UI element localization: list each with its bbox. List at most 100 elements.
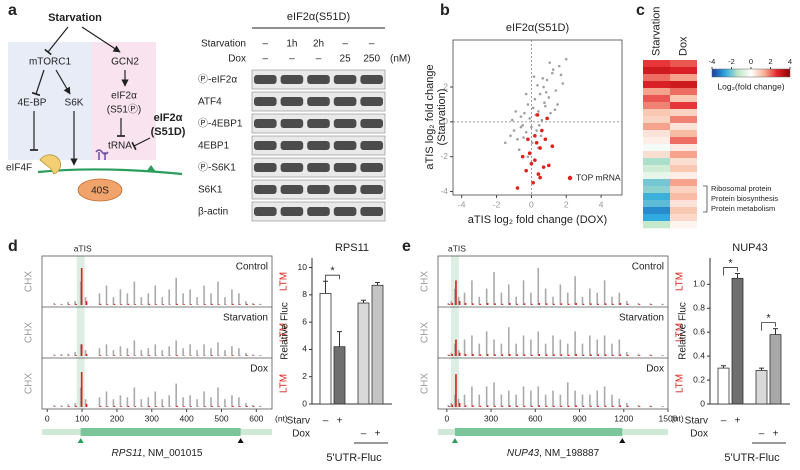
bar xyxy=(717,367,730,405)
panel-label: b xyxy=(440,2,450,19)
scatter-point xyxy=(516,137,519,141)
scatter-point xyxy=(527,151,532,156)
x-tick-label: 2 xyxy=(564,199,569,209)
significance-label: * xyxy=(728,257,733,269)
blot-band xyxy=(360,185,383,194)
annotation: Protein metabolism xyxy=(711,204,775,213)
scatter-point xyxy=(554,89,558,92)
error-bar xyxy=(773,328,778,335)
x-tick-label: 1200 xyxy=(614,413,633,423)
heatmap-cell xyxy=(670,116,697,124)
blot-band xyxy=(254,119,277,128)
error-bar xyxy=(735,273,740,279)
heatmap-cell xyxy=(643,109,670,117)
x-axis-label: aTIS log₂ fold change (DOX) xyxy=(468,214,607,226)
accession: , NM_198887 xyxy=(539,448,599,459)
error-bar xyxy=(361,299,366,304)
bar xyxy=(357,302,370,405)
x-tick-label: 600 xyxy=(249,413,263,423)
lane-label: – xyxy=(263,39,269,50)
lane-label: 250 xyxy=(363,54,380,65)
condition-label: Dox xyxy=(690,429,708,440)
x-tick-label: 300 xyxy=(484,413,498,423)
heatmap-cell xyxy=(670,193,697,201)
blot-band xyxy=(254,97,277,106)
y-tick-label: -4 xyxy=(440,186,448,196)
scatter-point xyxy=(537,110,540,113)
x-tick-label: -2 xyxy=(493,199,501,209)
colorbar-tick-label: -2 xyxy=(728,57,735,66)
heatmap-cell xyxy=(670,165,697,173)
scatter-point xyxy=(526,103,530,106)
blot-band xyxy=(280,97,304,106)
y-axis-label: Relative Fluc xyxy=(280,302,291,360)
chx-label: CHX xyxy=(24,373,35,394)
scatter-point xyxy=(550,144,555,149)
chart-title: eIF2α(S51D) xyxy=(506,22,569,34)
blot-band xyxy=(333,75,357,84)
blot-band xyxy=(254,185,277,194)
heatmap-cell xyxy=(670,158,697,166)
chx-label: CHX xyxy=(420,373,431,394)
lane-label: 25 xyxy=(340,54,352,65)
heatmap-cell xyxy=(670,130,697,138)
column-label: Starvation xyxy=(650,6,662,56)
protein-label: 4EBP1 xyxy=(198,141,230,152)
scatter-point xyxy=(524,131,528,134)
blot-band xyxy=(254,207,277,216)
error-bar xyxy=(721,365,726,369)
condition-sign: + xyxy=(375,429,381,440)
x-tick-label: 0 xyxy=(45,413,50,423)
lane-label: 1h xyxy=(286,39,297,50)
scatter-point xyxy=(537,124,541,127)
row-label: Starvation xyxy=(223,313,268,324)
bar xyxy=(769,334,782,405)
blot-band xyxy=(254,163,277,172)
heatmap-cell xyxy=(643,67,670,75)
atis-shade xyxy=(76,256,85,409)
scatter-point xyxy=(536,172,541,176)
y-tick-label: 2 xyxy=(302,371,307,381)
heatmap-cell xyxy=(643,123,670,131)
blot-band xyxy=(360,97,383,106)
mtor-box xyxy=(8,42,92,160)
label: S6K xyxy=(65,98,84,109)
arrow xyxy=(31,69,45,97)
heatmap-cell xyxy=(670,221,697,229)
heatmap-cell xyxy=(670,207,697,215)
atis-label: aTIS xyxy=(74,243,92,253)
label: Starvation xyxy=(48,12,102,24)
blot-band xyxy=(280,141,304,150)
scatter-point xyxy=(536,83,539,87)
chx-label: CHX xyxy=(420,271,431,292)
x-unit: (nt) xyxy=(671,413,684,423)
ltm-label: LTM xyxy=(675,323,686,342)
blot-band xyxy=(307,163,330,172)
heatmap-cell xyxy=(643,165,670,173)
x-tick-label: 500 xyxy=(214,413,228,423)
significance-label: * xyxy=(766,313,771,325)
x-tick-label: 0 xyxy=(444,413,449,423)
scatter-point xyxy=(543,101,546,104)
label: (S51D) xyxy=(151,126,186,138)
blot-band xyxy=(333,141,357,150)
x-tick-label: 100 xyxy=(75,413,89,423)
scatter-point xyxy=(530,125,533,129)
heatmap-cell xyxy=(643,95,670,103)
significance-label: * xyxy=(330,265,335,277)
scatter-point xyxy=(519,115,523,118)
condition-label: Starv xyxy=(287,416,310,427)
scatter-point xyxy=(549,111,552,115)
scatter-point xyxy=(544,90,548,94)
gene-name: NUP43 xyxy=(507,448,540,459)
heatmap-cell xyxy=(670,137,697,145)
atis-label: aTIS xyxy=(448,243,466,253)
lane-label: 2h xyxy=(313,39,324,50)
y-tick-label: 0.4 xyxy=(693,350,705,360)
heatmap-cell xyxy=(643,116,670,124)
x-tick-label: 600 xyxy=(528,413,542,423)
y-tick-label: 10 xyxy=(298,262,308,272)
heatmap-cell xyxy=(643,221,670,229)
row-label: Dox xyxy=(646,364,664,375)
panel-label: a xyxy=(8,2,17,19)
